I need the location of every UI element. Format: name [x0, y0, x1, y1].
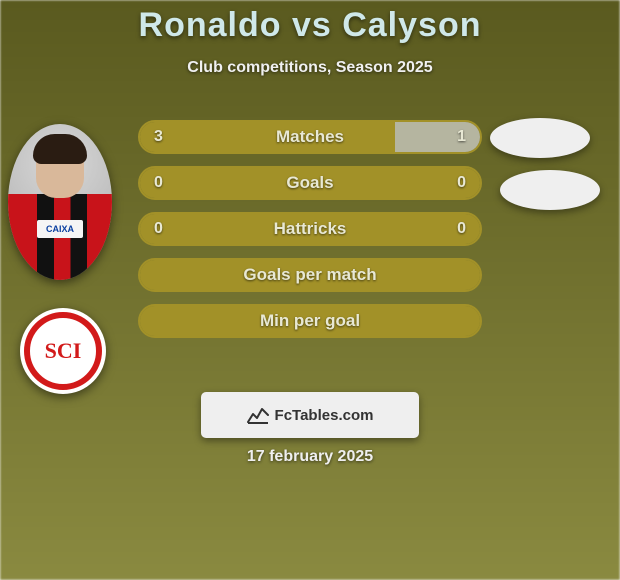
row-hattricks-label: Hattricks: [140, 219, 480, 239]
row-goals-per-match: Goals per match: [138, 258, 482, 292]
brand-box[interactable]: FcTables.com: [201, 392, 419, 438]
badge-monogram: SCI: [45, 338, 82, 364]
row-hattricks: 0 Hattricks 0: [138, 212, 482, 246]
row-goals: 0 Goals 0: [138, 166, 482, 200]
row-mpg-label: Min per goal: [140, 311, 480, 331]
row-matches-right-value: 1: [457, 128, 466, 146]
page-subtitle: Club competitions, Season 2025: [0, 59, 620, 77]
row-goals-right-value: 0: [457, 174, 466, 192]
row-hattricks-right-value: 0: [457, 220, 466, 238]
row-min-per-goal: Min per goal: [138, 304, 482, 338]
row-matches: 3 Matches 1: [138, 120, 482, 154]
page-title: Ronaldo vs Calyson: [0, 6, 620, 45]
row-gpm-label: Goals per match: [140, 265, 480, 285]
brand-text: FcTables.com: [275, 407, 374, 424]
row-matches-label: Matches: [140, 127, 480, 147]
chart-icon: [247, 406, 269, 424]
row-goals-label: Goals: [140, 173, 480, 193]
player2-silhouette-2: [500, 170, 600, 210]
player2-silhouette-1: [490, 118, 590, 158]
club-badge: SCI: [20, 308, 106, 394]
player1-hair: [33, 134, 87, 164]
footer-date: 17 february 2025: [0, 448, 620, 466]
comparison-chart: 3 Matches 1 0 Goals 0 0 Hattricks 0 Goal…: [138, 120, 482, 350]
jersey-sponsor-label: CAIXA: [37, 220, 83, 238]
player1-photo: CAIXA: [8, 124, 112, 280]
content-root: Ronaldo vs Calyson Club competitions, Se…: [0, 0, 620, 580]
